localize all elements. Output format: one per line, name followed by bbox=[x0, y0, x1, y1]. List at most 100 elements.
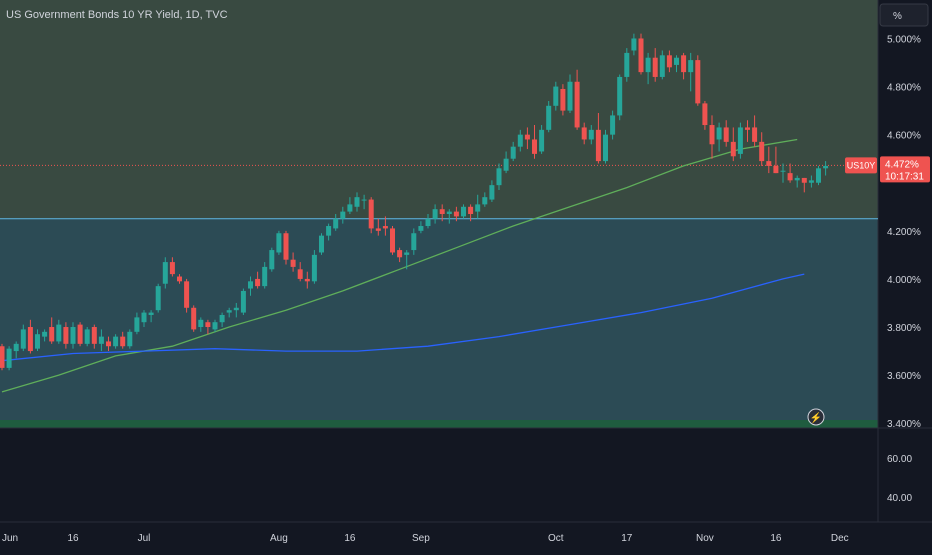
candle-body bbox=[752, 127, 758, 142]
candle bbox=[645, 52, 651, 85]
candle-body bbox=[482, 197, 488, 205]
time-axis[interactable]: Jun 16 Jul Aug 16 Sep Oct 17 Nov 16 Dec bbox=[2, 533, 849, 544]
candle-body bbox=[567, 81, 573, 111]
x-tick-label: Jun bbox=[2, 533, 18, 544]
candle-body bbox=[84, 329, 90, 344]
candle-body bbox=[198, 319, 204, 328]
candle-body bbox=[659, 55, 665, 77]
candle bbox=[773, 146, 779, 174]
candle bbox=[397, 247, 403, 263]
candle bbox=[120, 331, 126, 349]
candle-body bbox=[20, 329, 26, 349]
candle bbox=[276, 230, 282, 255]
y-tick-label: 5.000% bbox=[887, 34, 921, 45]
candle bbox=[475, 194, 481, 219]
candle bbox=[113, 334, 119, 349]
x-tick-label: Aug bbox=[270, 533, 288, 544]
candle-body bbox=[404, 252, 410, 255]
candle-body bbox=[233, 307, 239, 311]
candle bbox=[503, 151, 509, 174]
price-badge bbox=[880, 156, 930, 183]
x-tick-label: 16 bbox=[770, 533, 782, 544]
candle-body bbox=[368, 199, 374, 229]
candle bbox=[304, 271, 310, 289]
candle bbox=[816, 165, 821, 186]
candle bbox=[375, 218, 381, 236]
candle bbox=[191, 305, 197, 332]
candle-body bbox=[311, 254, 317, 282]
candle-body bbox=[638, 38, 644, 73]
candle bbox=[823, 161, 829, 176]
candle bbox=[290, 252, 296, 272]
lightning-button[interactable]: ⚡ bbox=[807, 408, 825, 426]
candle-body bbox=[418, 226, 424, 231]
candle-body bbox=[42, 331, 48, 337]
x-tick-label: Nov bbox=[696, 533, 714, 544]
candle bbox=[283, 230, 289, 265]
countdown-text: 10:17:31 bbox=[885, 171, 924, 182]
candle bbox=[539, 125, 545, 154]
candle bbox=[70, 322, 76, 349]
candle bbox=[766, 146, 772, 174]
candle-body bbox=[304, 278, 310, 282]
candle bbox=[255, 271, 261, 289]
unit-button[interactable]: % bbox=[879, 3, 929, 27]
y-tick-label: 3.600% bbox=[887, 371, 921, 382]
candle bbox=[404, 250, 410, 270]
moving-average-line-1 bbox=[1, 273, 805, 362]
candle bbox=[326, 223, 332, 241]
candle bbox=[517, 129, 523, 152]
candle bbox=[184, 278, 190, 313]
candle-body bbox=[681, 55, 687, 73]
candle-body bbox=[13, 343, 19, 352]
candle-body bbox=[77, 324, 83, 344]
candle-body bbox=[581, 127, 587, 140]
price-axis[interactable]: 5.000% 4.800% 4.600% 4.200% 4.000% 3.800% 3.60… bbox=[887, 34, 921, 430]
candle bbox=[745, 120, 750, 142]
candle bbox=[418, 221, 424, 234]
candle-body bbox=[297, 269, 303, 279]
candle-body bbox=[290, 259, 296, 267]
candle bbox=[269, 247, 275, 272]
candle-body bbox=[283, 233, 289, 260]
candle bbox=[127, 329, 133, 349]
separator-band bbox=[0, 420, 878, 428]
candle-body bbox=[794, 177, 800, 181]
candle-body bbox=[503, 158, 509, 171]
candle bbox=[461, 204, 466, 219]
candle-body bbox=[560, 88, 566, 111]
candle bbox=[489, 180, 495, 202]
chart-title: US Government Bonds 10 YR Yield, 1D, TVC bbox=[6, 9, 228, 21]
x-tick-label: Sep bbox=[412, 533, 430, 544]
candle-body bbox=[127, 331, 133, 347]
candle bbox=[588, 125, 594, 145]
candle bbox=[35, 329, 40, 352]
candle bbox=[77, 322, 83, 347]
candle bbox=[56, 319, 62, 344]
candle bbox=[6, 346, 12, 371]
candle-body bbox=[205, 322, 211, 328]
candle-body bbox=[212, 322, 218, 330]
y-tick-label: 3.800% bbox=[887, 323, 921, 334]
candle bbox=[752, 115, 758, 147]
candle bbox=[496, 163, 502, 190]
candle-body bbox=[432, 209, 438, 219]
x-tick-label: Dec bbox=[831, 533, 849, 544]
candle-body bbox=[574, 81, 580, 128]
moving-average-line-0 bbox=[1, 138, 798, 393]
candle bbox=[546, 100, 552, 133]
candle bbox=[42, 329, 48, 342]
candle bbox=[652, 48, 658, 82]
candle-body bbox=[652, 57, 658, 77]
candle bbox=[553, 81, 559, 111]
candle bbox=[432, 204, 438, 224]
candle-body bbox=[631, 38, 637, 51]
candles bbox=[0, 33, 829, 371]
candle bbox=[63, 322, 69, 349]
candle-body bbox=[340, 211, 346, 219]
candle bbox=[453, 206, 459, 222]
candle bbox=[524, 127, 530, 150]
candle-body bbox=[177, 276, 182, 282]
candle-body bbox=[113, 336, 119, 347]
